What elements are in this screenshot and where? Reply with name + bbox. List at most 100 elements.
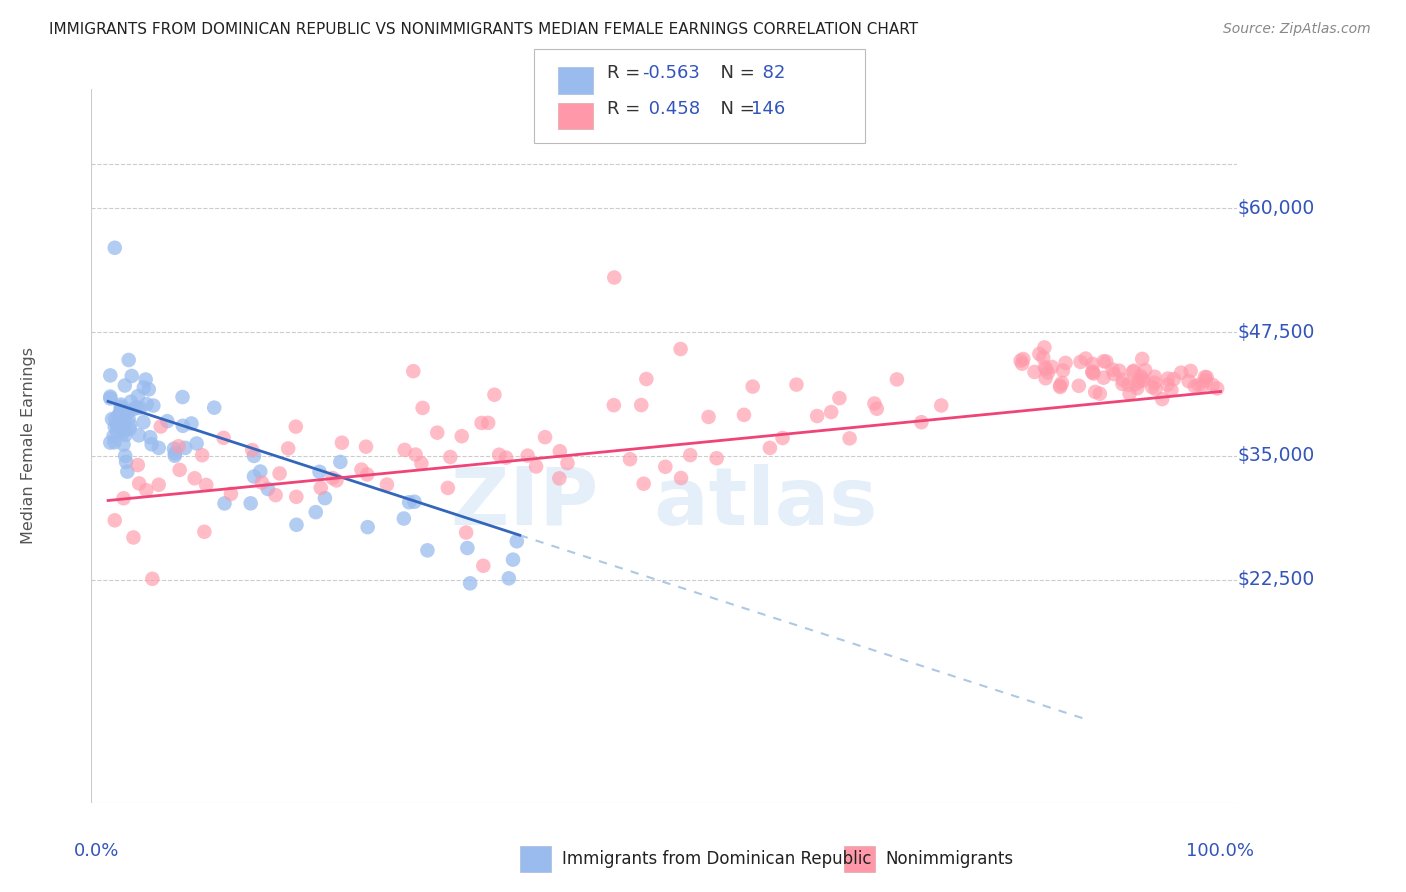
Text: IMMIGRANTS FROM DOMINICAN REPUBLIC VS NONIMMIGRANTS MEDIAN FEMALE EARNINGS CORRE: IMMIGRANTS FROM DOMINICAN REPUBLIC VS NO… (49, 22, 918, 37)
Point (516, 449, 538, 463)
Point (114, 422, 136, 436)
Point (277, 442, 299, 456)
Point (105, 417, 128, 432)
Point (1123, 364, 1146, 378)
Point (103, 435, 125, 450)
Point (863, 396, 886, 410)
Point (103, 429, 125, 443)
Point (284, 419, 307, 434)
Point (394, 442, 416, 457)
Point (240, 443, 263, 458)
Text: 0.458: 0.458 (643, 100, 700, 118)
Point (1118, 386, 1140, 401)
Point (1050, 376, 1073, 390)
Point (412, 401, 434, 415)
Point (309, 481, 332, 495)
Point (1102, 367, 1125, 381)
Point (1187, 377, 1209, 392)
Point (117, 406, 139, 420)
Point (1195, 370, 1218, 384)
Point (135, 397, 157, 411)
Point (416, 543, 439, 558)
Point (548, 471, 571, 485)
Point (120, 418, 142, 433)
Point (285, 490, 308, 504)
Point (104, 241, 127, 255)
Point (105, 425, 128, 439)
Point (183, 471, 205, 485)
Point (264, 488, 287, 502)
Point (654, 459, 676, 474)
Text: Median Female Earnings: Median Female Earnings (21, 348, 37, 544)
Point (329, 455, 352, 469)
Point (375, 477, 398, 491)
Point (354, 440, 377, 454)
Point (1156, 377, 1178, 392)
Point (142, 399, 165, 413)
Point (1152, 392, 1174, 406)
Text: N =: N = (709, 64, 755, 82)
Point (1028, 347, 1050, 361)
Point (127, 458, 149, 472)
Point (169, 463, 191, 477)
Point (1133, 363, 1156, 377)
Point (669, 342, 692, 356)
Point (1140, 380, 1163, 394)
Point (325, 474, 347, 488)
Point (118, 353, 141, 368)
Point (243, 449, 266, 463)
Point (502, 552, 524, 566)
Point (186, 436, 208, 450)
Point (1125, 376, 1147, 391)
Text: $22,500: $22,500 (1237, 570, 1315, 590)
Point (114, 427, 136, 442)
Point (838, 431, 860, 445)
Point (115, 405, 138, 419)
Point (697, 409, 720, 424)
Point (603, 270, 626, 285)
Point (437, 481, 460, 495)
Point (98, 368, 121, 383)
Point (308, 465, 330, 479)
Point (120, 394, 142, 409)
Point (148, 441, 170, 455)
Point (172, 418, 194, 433)
Point (202, 401, 225, 415)
Point (1049, 380, 1071, 394)
Text: 100.0%: 100.0% (1187, 842, 1254, 860)
Point (1012, 351, 1035, 366)
Point (472, 558, 495, 573)
Point (112, 425, 135, 439)
Point (1081, 365, 1104, 379)
Point (122, 531, 145, 545)
Point (1130, 371, 1153, 385)
Point (484, 388, 506, 402)
Point (820, 405, 842, 419)
Point (132, 415, 155, 429)
Point (1011, 357, 1033, 371)
Point (1088, 386, 1111, 401)
Point (127, 389, 149, 403)
Text: Immigrants from Dominican Republic: Immigrants from Dominican Republic (562, 850, 872, 868)
Point (195, 478, 218, 492)
Point (398, 495, 420, 509)
Point (910, 415, 932, 429)
Point (456, 525, 478, 540)
Point (1170, 366, 1192, 380)
Point (110, 401, 132, 416)
Point (163, 442, 186, 456)
Point (402, 364, 425, 378)
Point (193, 524, 215, 539)
Text: R =: R = (607, 100, 647, 118)
Point (1083, 367, 1105, 381)
Point (1111, 376, 1133, 391)
Point (269, 467, 291, 481)
Point (1067, 379, 1090, 393)
Text: ZIP  atlas: ZIP atlas (451, 464, 877, 542)
Point (733, 408, 755, 422)
Point (1128, 375, 1150, 389)
Point (488, 448, 510, 462)
Point (110, 400, 132, 414)
Point (219, 487, 242, 501)
Point (495, 450, 517, 465)
